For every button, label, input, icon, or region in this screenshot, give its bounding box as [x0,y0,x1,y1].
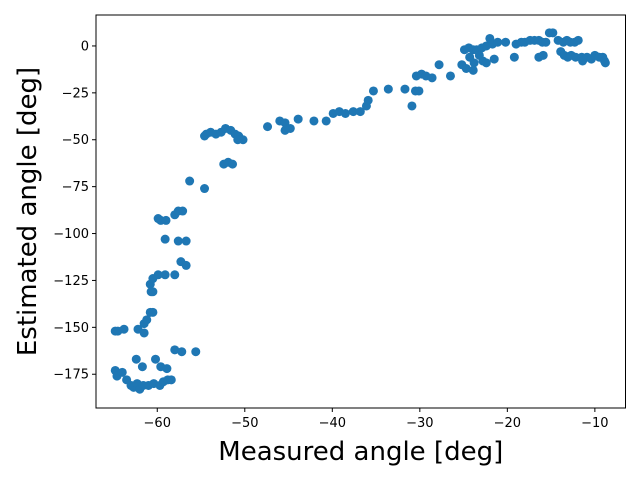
data-point [400,84,410,94]
data-point [427,73,437,83]
y-axis-label: Estimated angle [deg] [13,67,43,356]
data-point [153,270,163,280]
y-tick-label: −150 [53,321,89,336]
data-point [131,354,141,364]
data-point [363,95,373,105]
y-tick-label: 0 [81,39,89,54]
data-point [538,50,548,60]
data-point [465,52,475,62]
x-axis-label: Measured angle [deg] [218,437,503,467]
data-point [468,65,478,75]
data-point [177,347,187,357]
x-tick-label: −60 [144,416,171,431]
data-point [148,287,158,297]
data-point [573,35,583,45]
y-tick-label: −175 [53,368,89,383]
data-point [600,58,610,68]
data-point [181,236,191,246]
data-point [414,86,424,96]
x-tick-label: −20 [494,416,521,431]
data-point [166,375,176,385]
data-point [185,176,195,186]
data-point [445,71,455,81]
y-tick-label: −125 [53,274,89,289]
data-point [181,260,191,270]
data-point [117,367,127,377]
data-point [493,37,503,47]
x-axis-ticks: −60 −50 −40 −30 −20 −10 [144,408,609,431]
data-point [489,54,499,64]
x-tick-label: −10 [581,416,608,431]
data-point [161,215,171,225]
data-point [178,206,188,216]
data-point [461,63,471,73]
data-point [309,116,319,126]
x-tick-label: −30 [406,416,433,431]
data-point [368,86,378,96]
data-point [501,37,511,47]
data-point [151,354,161,364]
data-point [191,347,201,357]
data-point [137,362,147,372]
data-point [509,52,519,62]
data-point [481,58,491,68]
data-point [170,270,180,280]
data-point [280,125,290,135]
data-point [139,328,149,338]
x-tick-label: −50 [231,416,258,431]
data-point [119,324,129,334]
data-point [474,50,484,60]
data-points [110,28,610,394]
data-point [173,236,183,246]
data-point [434,60,444,70]
data-point [348,107,358,117]
data-point [148,307,158,317]
data-point [355,107,365,117]
y-tick-label: −75 [62,180,89,195]
data-point [228,159,238,169]
data-point [160,234,170,244]
data-point [293,114,303,124]
plot-area-frame [95,14,626,409]
data-point [407,101,417,111]
data-point [321,116,331,126]
y-axis-ticks: 0 −25 −50 −75 −100 −125 −150 −175 [53,39,96,383]
data-point [548,28,558,38]
data-point [233,135,243,145]
data-point [383,84,393,94]
data-point [142,315,152,325]
data-point [160,270,170,280]
y-tick-label: −50 [62,133,89,148]
data-point [162,364,172,374]
data-point [200,184,210,194]
x-tick-label: −40 [319,416,346,431]
y-tick-label: −100 [53,227,89,242]
data-point [170,345,180,355]
data-point [263,122,273,132]
data-point [340,108,350,118]
y-tick-label: −25 [62,86,89,101]
data-point [541,37,551,47]
